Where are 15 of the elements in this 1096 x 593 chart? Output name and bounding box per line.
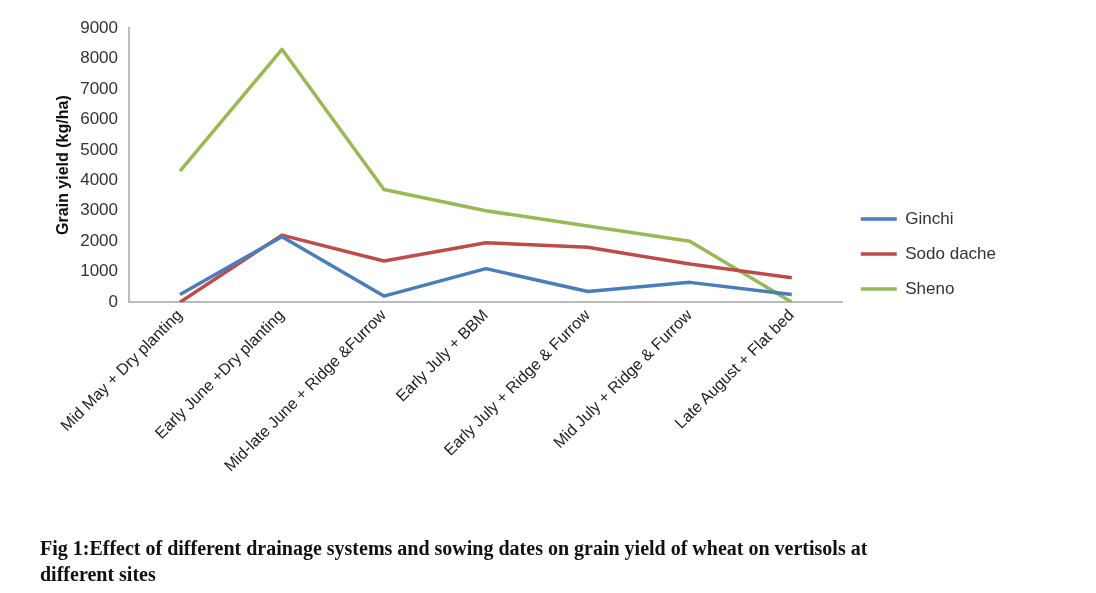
y-tick-label: 0 — [108, 291, 119, 311]
legend-label: Sheno — [905, 278, 955, 298]
y-tick-label: 9000 — [80, 17, 119, 37]
y-tick-label: 3000 — [80, 200, 119, 220]
y-tick-label: 7000 — [80, 78, 119, 98]
y-tick-label: 2000 — [80, 230, 119, 250]
y-tick-label: 5000 — [80, 139, 119, 159]
y-tick-label: 1000 — [80, 261, 119, 281]
legend-label: Sodo dache — [905, 243, 997, 263]
y-tick-label: 4000 — [80, 170, 119, 189]
y-tick-label: 8000 — [80, 48, 119, 68]
y-tick-label: 6000 — [80, 109, 119, 129]
legend-label: Ginchi — [905, 208, 954, 228]
caption: Fig 1:Effect of different drainage systems and sowing dates on grain yield of wheat on vertisols at different sites — [40, 536, 869, 587]
y-axis-title: Grain yield (kg/ha) — [54, 95, 72, 235]
